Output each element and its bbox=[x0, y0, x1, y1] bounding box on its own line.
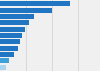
Bar bbox=[0, 59, 9, 63]
Bar bbox=[0, 8, 52, 12]
Bar bbox=[0, 46, 18, 51]
Bar bbox=[0, 39, 20, 44]
Bar bbox=[0, 52, 14, 57]
Bar bbox=[0, 65, 6, 70]
Bar bbox=[0, 14, 34, 19]
Bar bbox=[0, 20, 29, 25]
Bar bbox=[0, 1, 70, 6]
Bar bbox=[0, 33, 22, 38]
Bar bbox=[0, 27, 25, 32]
